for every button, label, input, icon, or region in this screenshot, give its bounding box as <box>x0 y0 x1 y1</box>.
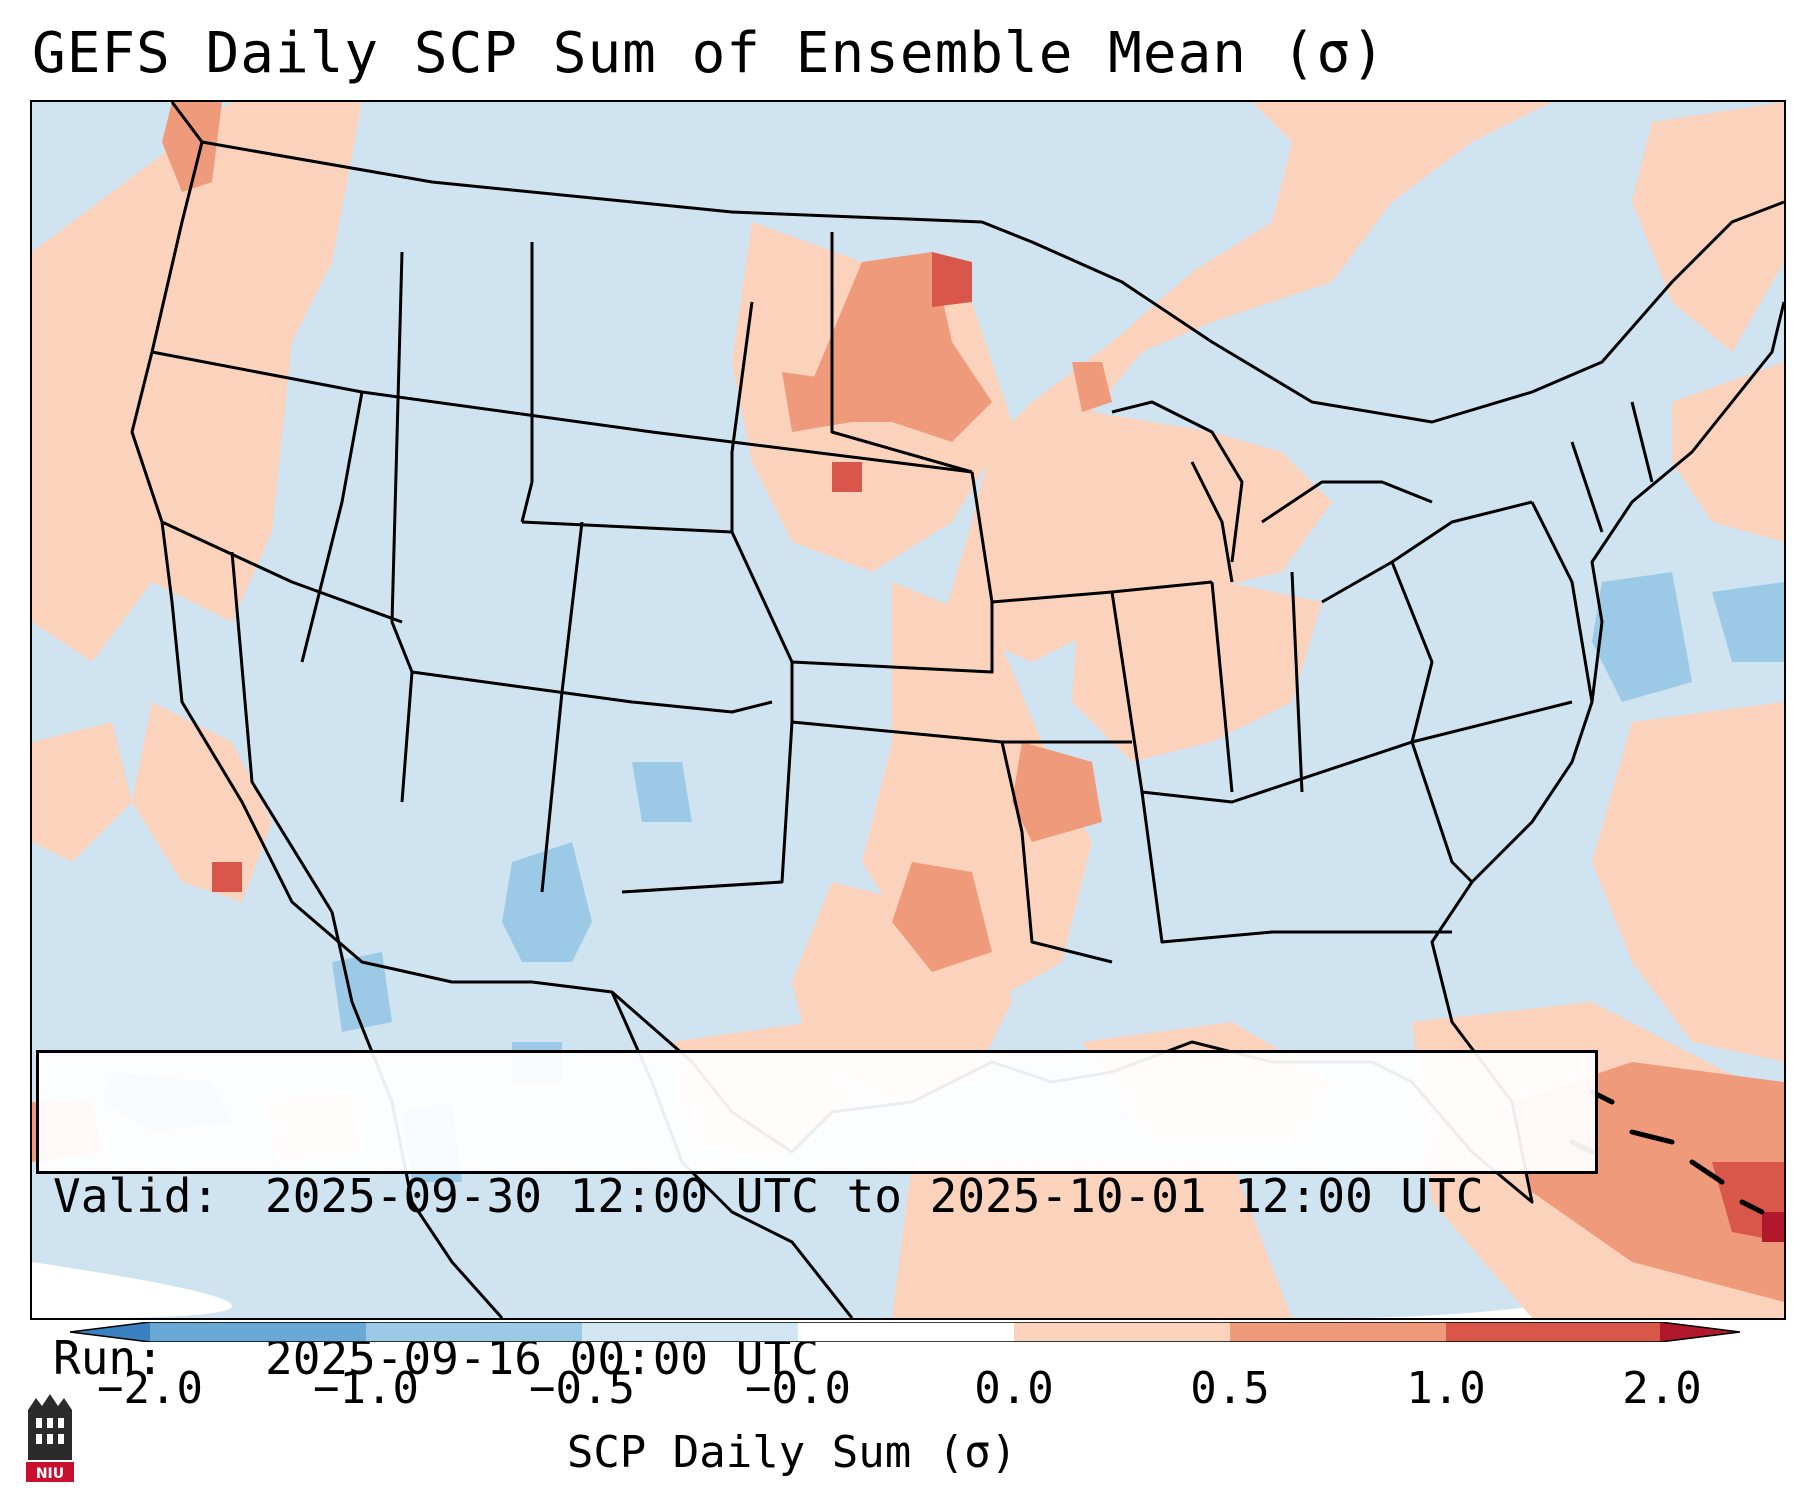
anomaly-max-spot <box>1762 1212 1784 1242</box>
anomaly-positive-strong <box>212 252 1784 1242</box>
colorbar-segment <box>1230 1322 1446 1342</box>
colorbar-extend-high <box>1660 1322 1740 1342</box>
niu-logo: NIU <box>26 1394 74 1482</box>
colorbar-segment <box>1014 1322 1230 1342</box>
valid-row: Valid: 2025-09-30 12:00 UTC to 2025-10-01… <box>53 1169 1581 1223</box>
colorbar-tick-label: −2.0 <box>97 1363 203 1414</box>
colorbar-tick-label: 1.0 <box>1406 1363 1486 1414</box>
colorbar-tick-label: −0.0 <box>745 1363 851 1414</box>
colorbar-segment <box>798 1322 1014 1342</box>
colorbar-tick-label: 2.0 <box>1622 1363 1702 1414</box>
colorbar-segment <box>582 1322 798 1342</box>
valid-run-info-box: Valid: 2025-09-30 12:00 UTC to 2025-10-01… <box>36 1050 1598 1385</box>
colorbar-tick-label: −0.5 <box>529 1363 635 1414</box>
valid-label: Valid: <box>53 1169 220 1223</box>
map-title: GEFS Daily SCP Sum of Ensemble Mean (σ) <box>32 21 1386 86</box>
colorbar-label: SCP Daily Sum (σ) <box>566 1427 1018 1478</box>
colorbar-segment <box>366 1322 582 1342</box>
colorbar-segment <box>1446 1322 1662 1342</box>
colorbar-segment <box>150 1322 366 1342</box>
colorbar <box>70 1322 1740 1342</box>
valid-value: 2025-09-30 12:00 UTC to 2025-10-01 12:00… <box>265 1169 1484 1223</box>
colorbar-tick-label: −1.0 <box>313 1363 419 1414</box>
colorbar-extend-low <box>70 1322 150 1342</box>
colorbar-tick-label: 0.0 <box>974 1363 1054 1414</box>
colorbar-tick-label: 0.5 <box>1190 1363 1270 1414</box>
logo-text: NIU <box>36 1466 64 1482</box>
projection-corner <box>32 1262 232 1318</box>
